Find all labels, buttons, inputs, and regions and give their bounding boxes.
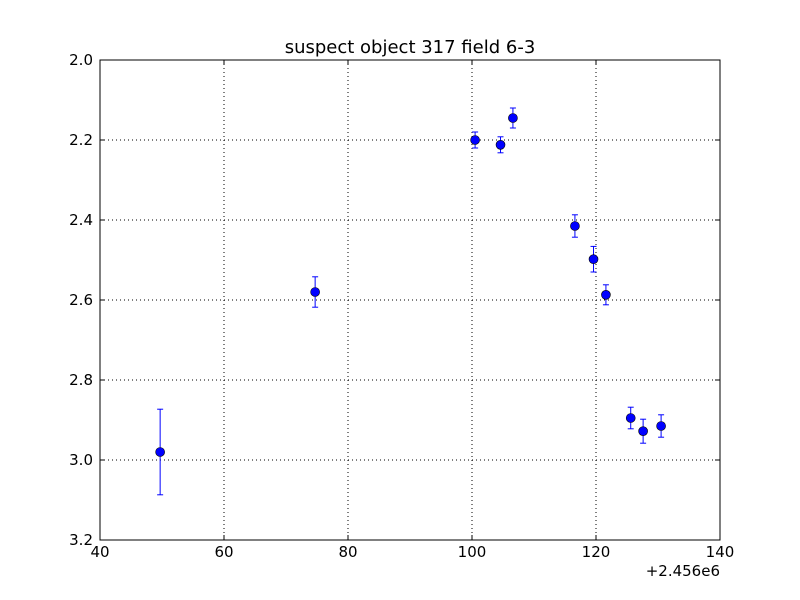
data-point [570,221,580,231]
x-tick-label: 60 [214,543,233,561]
y-tick-label: 3.0 [69,451,93,469]
data-point [625,413,636,423]
x-tick-label: 100 [458,543,487,561]
x-tick-label: 80 [338,543,357,561]
data-point [656,421,666,431]
y-tick-label: 2.6 [69,291,93,309]
y-tick-label: 2.2 [69,131,93,149]
data-point [310,287,320,297]
y-tick-label: 2.0 [69,51,93,69]
y-tick-label: 2.8 [69,371,93,389]
x-offset-label: +2.456e6 [646,562,720,580]
data-point [588,254,599,265]
point-layer [155,113,666,457]
y-tick-label: 2.4 [69,211,93,229]
x-tick-label: 120 [582,543,611,561]
chart-title: suspect object 317 field 6-3 [285,37,536,58]
data-point [638,426,648,437]
tick-layer: 40 60 80 100 120 140 2.0 2.2 2.4 2.6 2.8 3.0 3.2 [69,51,734,561]
data-point [601,289,611,300]
x-tick-label: 40 [90,543,109,561]
y-tick-label: 3.2 [69,531,93,549]
errorbar-layer [157,107,665,496]
data-point [495,140,506,150]
grid-layer [100,60,720,540]
data-point [155,447,165,457]
x-tick-label: 140 [706,543,735,561]
data-point [508,113,518,123]
plot-frame [99,59,721,541]
data-point [470,135,480,145]
